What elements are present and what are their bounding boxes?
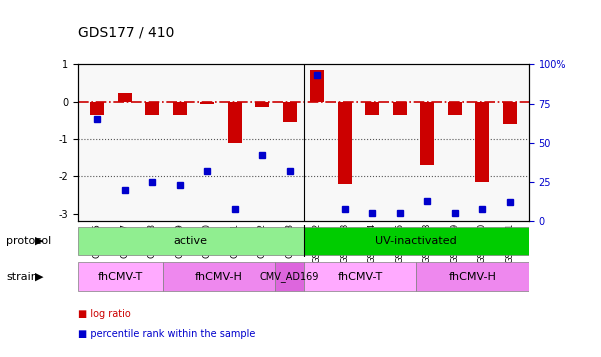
Bar bbox=[475, 102, 489, 182]
Bar bbox=[365, 102, 379, 115]
Bar bbox=[503, 102, 516, 124]
Bar bbox=[118, 94, 132, 102]
Bar bbox=[201, 102, 214, 104]
Bar bbox=[255, 102, 269, 106]
FancyBboxPatch shape bbox=[163, 262, 275, 291]
Bar bbox=[310, 70, 324, 102]
Bar bbox=[145, 102, 159, 115]
Bar bbox=[228, 102, 242, 143]
FancyBboxPatch shape bbox=[304, 227, 529, 256]
Text: fhCMV-H: fhCMV-H bbox=[448, 272, 496, 282]
Text: strain: strain bbox=[6, 272, 38, 282]
Text: ▶: ▶ bbox=[35, 272, 43, 282]
Text: ■ log ratio: ■ log ratio bbox=[78, 309, 131, 319]
Text: ▶: ▶ bbox=[35, 236, 43, 246]
Text: active: active bbox=[174, 236, 208, 246]
Bar bbox=[283, 102, 297, 122]
Text: fhCMV-T: fhCMV-T bbox=[337, 272, 382, 282]
FancyBboxPatch shape bbox=[78, 262, 163, 291]
Text: fhCMV-H: fhCMV-H bbox=[195, 272, 243, 282]
FancyBboxPatch shape bbox=[416, 262, 529, 291]
Text: UV-inactivated: UV-inactivated bbox=[375, 236, 457, 246]
FancyBboxPatch shape bbox=[275, 262, 304, 291]
Text: CMV_AD169: CMV_AD169 bbox=[260, 271, 319, 282]
Text: GDS177 / 410: GDS177 / 410 bbox=[78, 25, 174, 39]
Text: ■ percentile rank within the sample: ■ percentile rank within the sample bbox=[78, 329, 255, 339]
Text: protocol: protocol bbox=[6, 236, 51, 246]
Text: fhCMV-T: fhCMV-T bbox=[98, 272, 143, 282]
Bar bbox=[91, 102, 104, 115]
Bar bbox=[173, 102, 187, 115]
FancyBboxPatch shape bbox=[304, 262, 416, 291]
Bar bbox=[338, 102, 352, 184]
Bar bbox=[393, 102, 406, 115]
FancyBboxPatch shape bbox=[78, 227, 304, 256]
Bar bbox=[448, 102, 462, 115]
Bar bbox=[420, 102, 434, 165]
